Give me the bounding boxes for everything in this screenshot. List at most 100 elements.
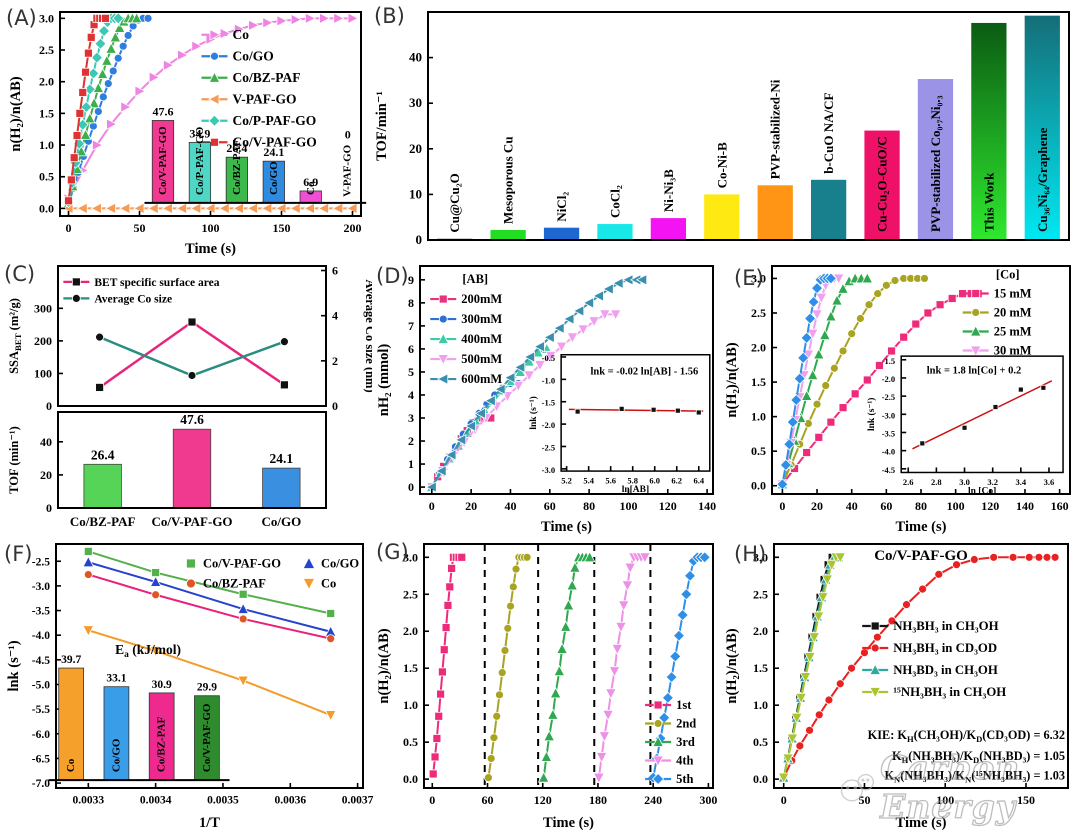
svg-text:0.0: 0.0 <box>39 201 54 215</box>
svg-text:-3.0: -3.0 <box>32 581 50 593</box>
svg-text:Co/V-PAF-GO: Co/V-PAF-GO <box>151 514 232 529</box>
svg-text:120: 120 <box>981 499 999 513</box>
svg-text:6.9: 6.9 <box>303 175 318 189</box>
svg-text:Time (s): Time (s) <box>541 519 592 535</box>
svg-text:29.9: 29.9 <box>197 682 217 694</box>
svg-text:80: 80 <box>915 499 927 513</box>
svg-text:47.6: 47.6 <box>180 412 204 427</box>
svg-text:Average Co size: Average Co size <box>94 293 172 305</box>
svg-text:160: 160 <box>1051 499 1069 513</box>
svg-text:4: 4 <box>332 309 338 323</box>
svg-text:-0.5: -0.5 <box>542 353 555 363</box>
svg-text:Cu-Cu₂O-CuO/C: Cu-Cu₂O-CuO/C <box>875 136 890 232</box>
svg-text:2: 2 <box>332 354 338 368</box>
svg-text:20: 20 <box>465 499 477 513</box>
svg-text:7: 7 <box>408 319 414 333</box>
svg-text:Co/BZ-PAF: Co/BZ-PAF <box>156 716 168 772</box>
svg-text:300mM: 300mM <box>461 312 502 326</box>
svg-text:25 mM: 25 mM <box>994 325 1032 339</box>
svg-text:5th: 5th <box>676 772 693 786</box>
svg-text:26.4: 26.4 <box>226 141 247 155</box>
svg-text:-3.5: -3.5 <box>882 428 895 438</box>
svg-text:50: 50 <box>858 793 870 807</box>
svg-text:Time (s): Time (s) <box>543 815 594 831</box>
svg-text:0: 0 <box>46 399 52 410</box>
svg-text:120: 120 <box>659 499 677 513</box>
svg-text:-5.5: -5.5 <box>32 704 50 716</box>
svg-text:2.0: 2.0 <box>753 624 768 638</box>
svg-text:3rd: 3rd <box>676 735 695 749</box>
svg-text:1st: 1st <box>676 698 692 712</box>
svg-text:30 mM: 30 mM <box>994 344 1032 358</box>
svg-text:PVP-stabilized-Ni: PVP-stabilized-Ni <box>768 79 783 179</box>
svg-text:-2.0: -2.0 <box>542 420 555 430</box>
svg-text:NiCl₂: NiCl₂ <box>554 192 569 222</box>
svg-text:240: 240 <box>644 793 662 807</box>
svg-text:0: 0 <box>345 128 351 142</box>
svg-text:Co/GO: Co/GO <box>321 556 359 570</box>
svg-text:3.0: 3.0 <box>753 550 768 564</box>
svg-text:3: 3 <box>408 411 414 425</box>
svg-text:20: 20 <box>811 499 823 513</box>
svg-text:0: 0 <box>416 232 423 247</box>
svg-text:ln [Co]: ln [Co] <box>968 486 996 496</box>
svg-text:-3.0: -3.0 <box>542 465 555 475</box>
svg-text:Co/V-PAF-GO: Co/V-PAF-GO <box>232 134 316 149</box>
svg-text:NH₃BH₃ in CD₃OD: NH₃BH₃ in CD₃OD <box>893 641 997 655</box>
svg-text:1.0: 1.0 <box>39 138 54 152</box>
svg-text:Co: Co <box>321 576 336 590</box>
svg-text:n(H₂)/n(AB): n(H₂)/n(AB) <box>376 628 392 703</box>
svg-text:200: 200 <box>34 334 52 348</box>
svg-text:Time (s): Time (s) <box>896 815 947 831</box>
svg-text:2.0: 2.0 <box>751 341 766 355</box>
svg-text:5.4: 5.4 <box>583 476 594 486</box>
svg-text:1.5: 1.5 <box>753 661 768 675</box>
svg-text:Time (s): Time (s) <box>185 241 236 257</box>
svg-text:500mM: 500mM <box>461 352 502 366</box>
svg-text:lnk = 1.8 ln[Co] + 0.2: lnk = 1.8 ln[Co] + 0.2 <box>927 366 1022 377</box>
svg-text:6: 6 <box>408 342 414 356</box>
svg-text:2nd: 2nd <box>676 717 696 731</box>
svg-text:Co: Co <box>65 758 77 772</box>
svg-text:2.5: 2.5 <box>403 587 418 601</box>
svg-text:2.5: 2.5 <box>751 306 766 320</box>
svg-text:20: 20 <box>409 141 422 156</box>
svg-text:40: 40 <box>504 499 516 513</box>
svg-text:40: 40 <box>40 435 52 449</box>
svg-text:-6.0: -6.0 <box>32 729 50 741</box>
svg-text:Co/BZ-PAF: Co/BZ-PAF <box>232 70 300 85</box>
svg-text:NH₃BD₃ in CH₃OH: NH₃BD₃ in CH₃OH <box>893 663 998 677</box>
svg-text:4th: 4th <box>676 754 693 768</box>
svg-text:0: 0 <box>429 499 435 513</box>
svg-text:Co: Co <box>305 181 317 195</box>
svg-text:1.5: 1.5 <box>39 106 54 120</box>
svg-text:Co/V-PAF-GO: Co/V-PAF-GO <box>203 556 281 570</box>
svg-text:150: 150 <box>272 221 290 235</box>
svg-text:This Work: This Work <box>981 172 996 232</box>
svg-text:100: 100 <box>947 499 965 513</box>
svg-text:0: 0 <box>779 499 785 513</box>
svg-text:3.0: 3.0 <box>959 477 970 487</box>
svg-text:5.6: 5.6 <box>605 476 616 486</box>
svg-text:-1.5: -1.5 <box>542 398 555 408</box>
svg-text:0.0036: 0.0036 <box>274 795 306 807</box>
svg-text:5.8: 5.8 <box>627 476 638 486</box>
panel-e: (E) 0 20 40 60 80 100 120 140 160 0.0 0.5 1.0 1.5 2.0… <box>722 258 1080 536</box>
svg-text:lnk = -0.02 ln[AB] - 1.56: lnk = -0.02 ln[AB] - 1.56 <box>590 367 698 378</box>
svg-text:26.4: 26.4 <box>91 447 115 462</box>
svg-text:0.0: 0.0 <box>751 479 766 493</box>
svg-text:-4.0: -4.0 <box>32 630 50 642</box>
svg-text:4: 4 <box>408 388 414 402</box>
svg-text:60: 60 <box>880 499 892 513</box>
svg-text:6.2: 6.2 <box>671 476 682 486</box>
svg-text:1.0: 1.0 <box>403 698 418 712</box>
svg-text:0.5: 0.5 <box>753 735 768 749</box>
svg-text:0.0: 0.0 <box>753 772 768 786</box>
svg-text:n(H₂)/n(AB): n(H₂)/n(AB) <box>724 342 740 417</box>
svg-text:24.1: 24.1 <box>270 451 294 466</box>
svg-text:180: 180 <box>589 793 607 807</box>
svg-text:5: 5 <box>408 365 414 379</box>
svg-text:1: 1 <box>408 457 414 471</box>
svg-text:¹⁵NH₃BH₃ in CH₃OH: ¹⁵NH₃BH₃ in CH₃OH <box>893 685 1006 699</box>
svg-text:Co/BZ-PAF: Co/BZ-PAF <box>70 514 136 529</box>
